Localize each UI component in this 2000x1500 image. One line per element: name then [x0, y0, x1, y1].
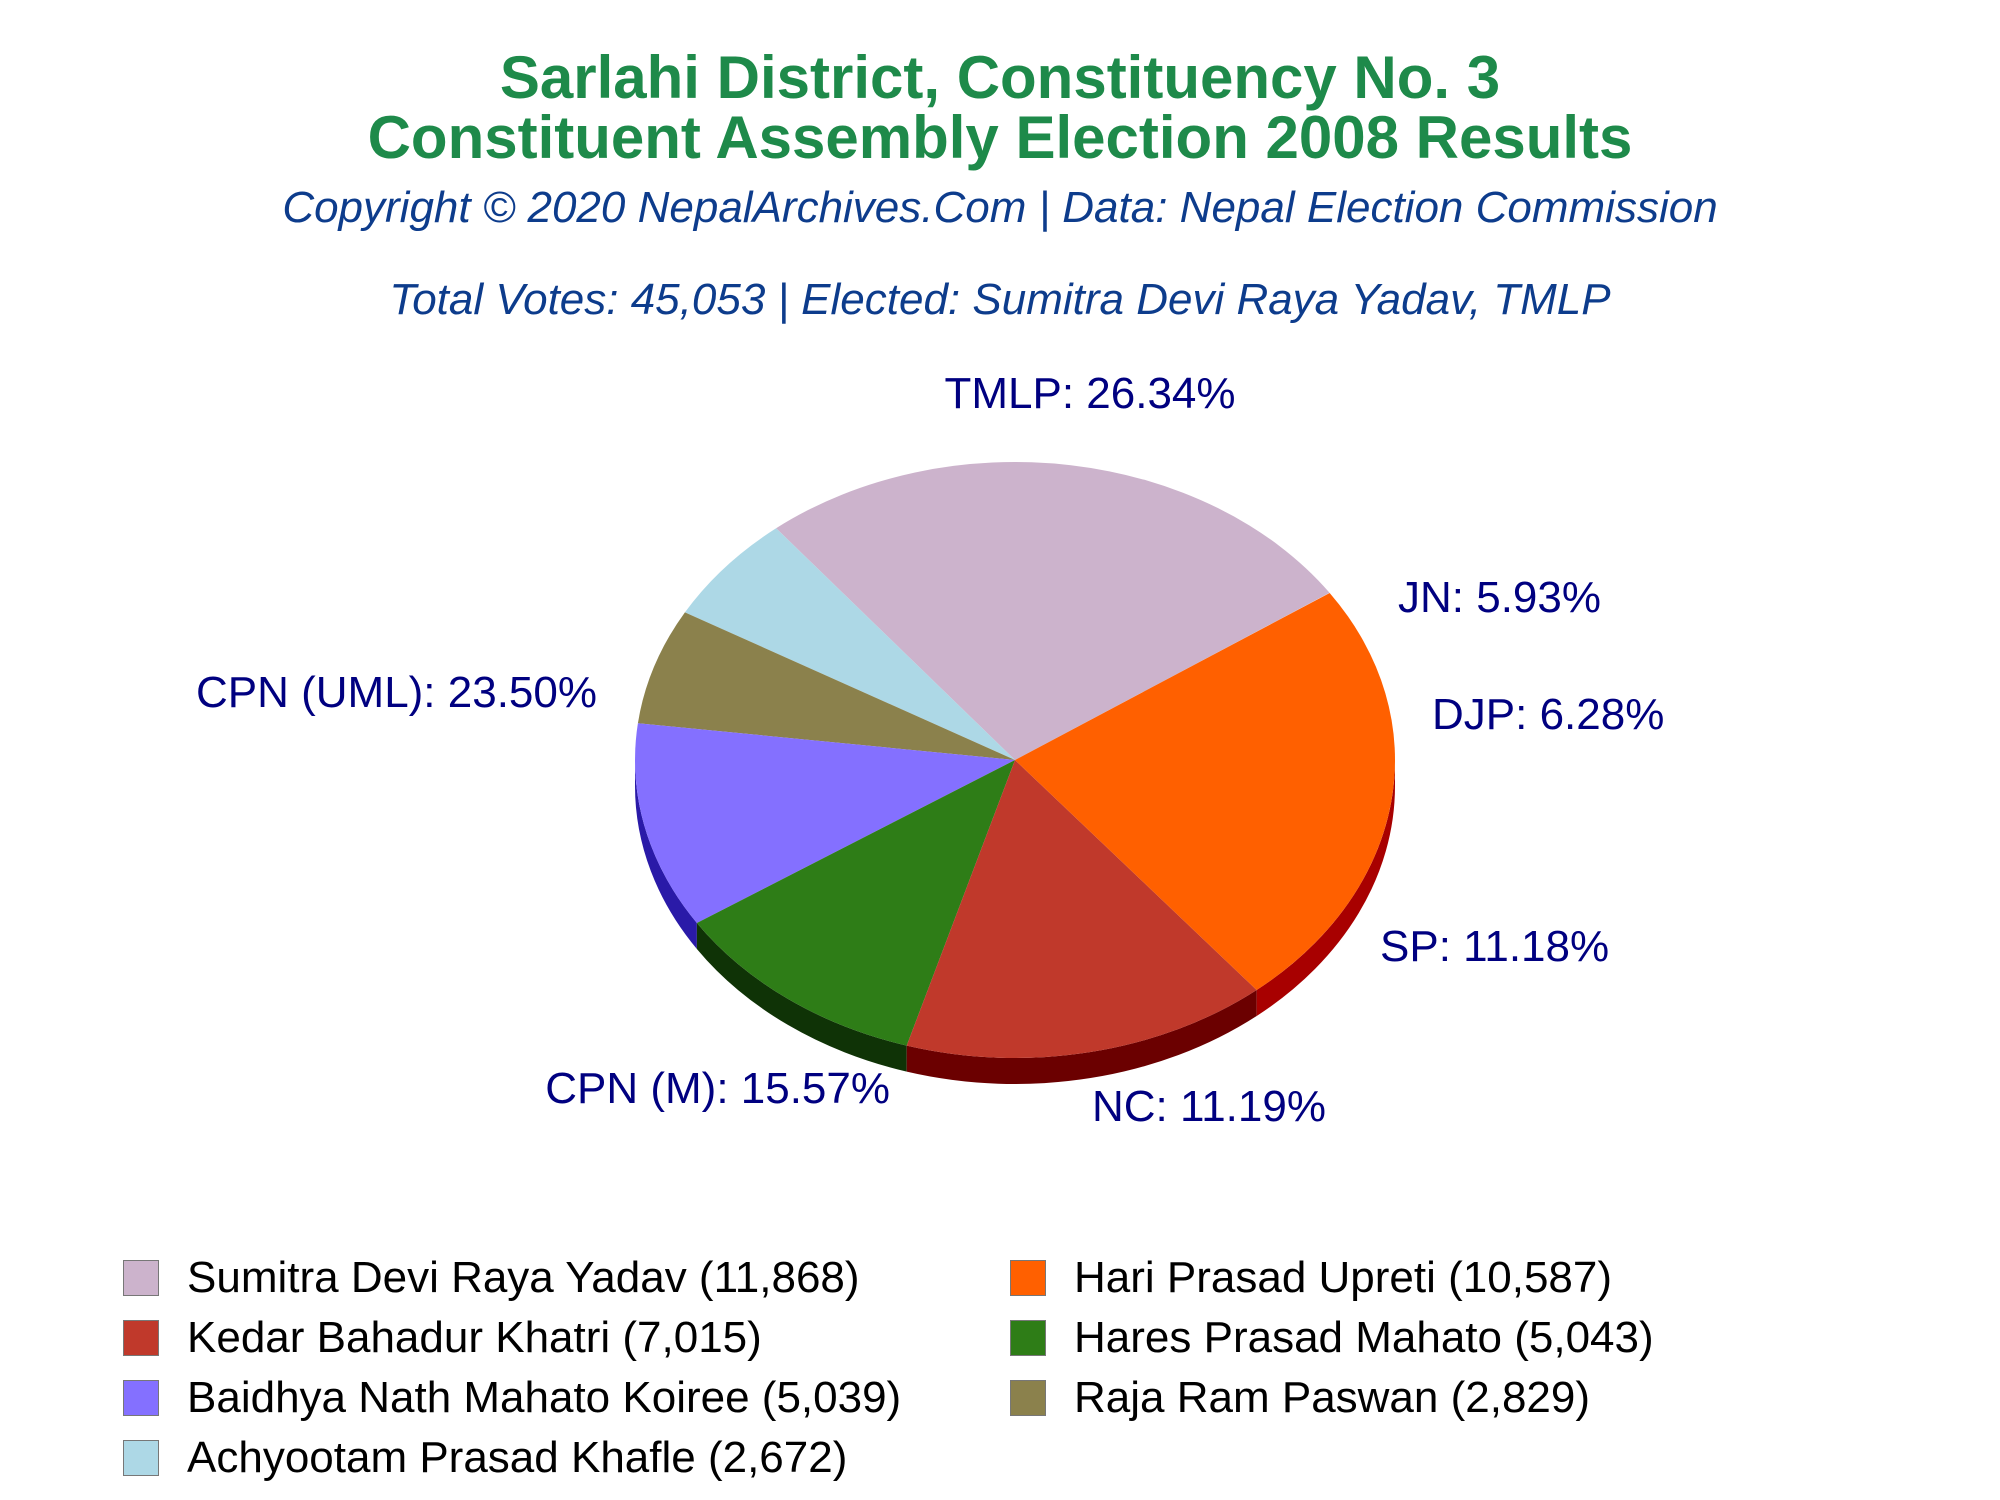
- pie-slice-jn: [684, 528, 1015, 760]
- legend-swatch: [1010, 1320, 1046, 1356]
- pie-slice-tmlp: [776, 461, 1330, 760]
- legend-label: Achyootam Prasad Khafle (2,672): [187, 1433, 848, 1482]
- legend-item: Baidhya Nath Mahato Koiree (5,039): [123, 1370, 901, 1426]
- pie-side-cpn-uml: [1256, 760, 1395, 1016]
- slice-label-cpn-uml: CPN (UML): 23.50%: [196, 668, 597, 717]
- slice-label-tmlp: TMLP: 26.34%: [944, 369, 1235, 418]
- legend-swatch: [123, 1380, 159, 1416]
- legend-swatch: [123, 1440, 159, 1476]
- legend-item: Sumitra Devi Raya Yadav (11,868): [123, 1250, 860, 1306]
- legend-label: Kedar Bahadur Khatri (7,015): [187, 1313, 762, 1362]
- legend-item: Hari Prasad Upreti (10,587): [1010, 1250, 1612, 1306]
- copyright-text: Copyright © 2020 NepalArchives.Com | Dat…: [282, 183, 1718, 232]
- legend-label: Baidhya Nath Mahato Koiree (5,039): [187, 1373, 902, 1422]
- pie-slice-cpn-uml: [1015, 592, 1395, 990]
- legend-label: Hari Prasad Upreti (10,587): [1074, 1253, 1613, 1302]
- pie-side-nc: [696, 922, 907, 1072]
- pie-slice-djp: [637, 612, 1015, 760]
- pie-side-cpn-m: [906, 989, 1257, 1084]
- legend-item: Kedar Bahadur Khatri (7,015): [123, 1310, 762, 1366]
- legend-label: Hares Prasad Mahato (5,043): [1074, 1313, 1654, 1362]
- legend-label: Raja Ram Paswan (2,829): [1074, 1373, 1591, 1422]
- pie-slice-nc: [696, 760, 1015, 1046]
- legend-swatch: [123, 1320, 159, 1356]
- slice-label-cpn-m: CPN (M): 15.57%: [545, 1064, 890, 1113]
- legend-swatch: [1010, 1380, 1046, 1416]
- slice-label-sp: SP: 11.18%: [1380, 922, 1609, 971]
- chart-title-line-2: Constituent Assembly Election 2008 Resul…: [367, 104, 1633, 171]
- slice-label-djp: DJP: 6.28%: [1432, 690, 1664, 739]
- pie-side-sp: [635, 760, 697, 949]
- legend-item: Hares Prasad Mahato (5,043): [1010, 1310, 1654, 1366]
- slice-label-jn: JN: 5.93%: [1398, 573, 1601, 622]
- slice-label-nc: NC: 11.19%: [1092, 1082, 1326, 1131]
- legend-swatch: [123, 1260, 159, 1296]
- pie-slice-sp: [634, 723, 1015, 923]
- election-summary: Total Votes: 45,053 | Elected: Sumitra D…: [389, 275, 1611, 324]
- pie-slice-cpn-m: [906, 760, 1257, 1058]
- legend-item: Raja Ram Paswan (2,829): [1010, 1370, 1590, 1426]
- legend-item: Achyootam Prasad Khafle (2,672): [123, 1430, 847, 1486]
- legend-label: Sumitra Devi Raya Yadav (11,868): [187, 1253, 860, 1302]
- chart-title-line-1: Sarlahi District, Constituency No. 3: [499, 44, 1501, 111]
- legend-swatch: [1010, 1260, 1046, 1296]
